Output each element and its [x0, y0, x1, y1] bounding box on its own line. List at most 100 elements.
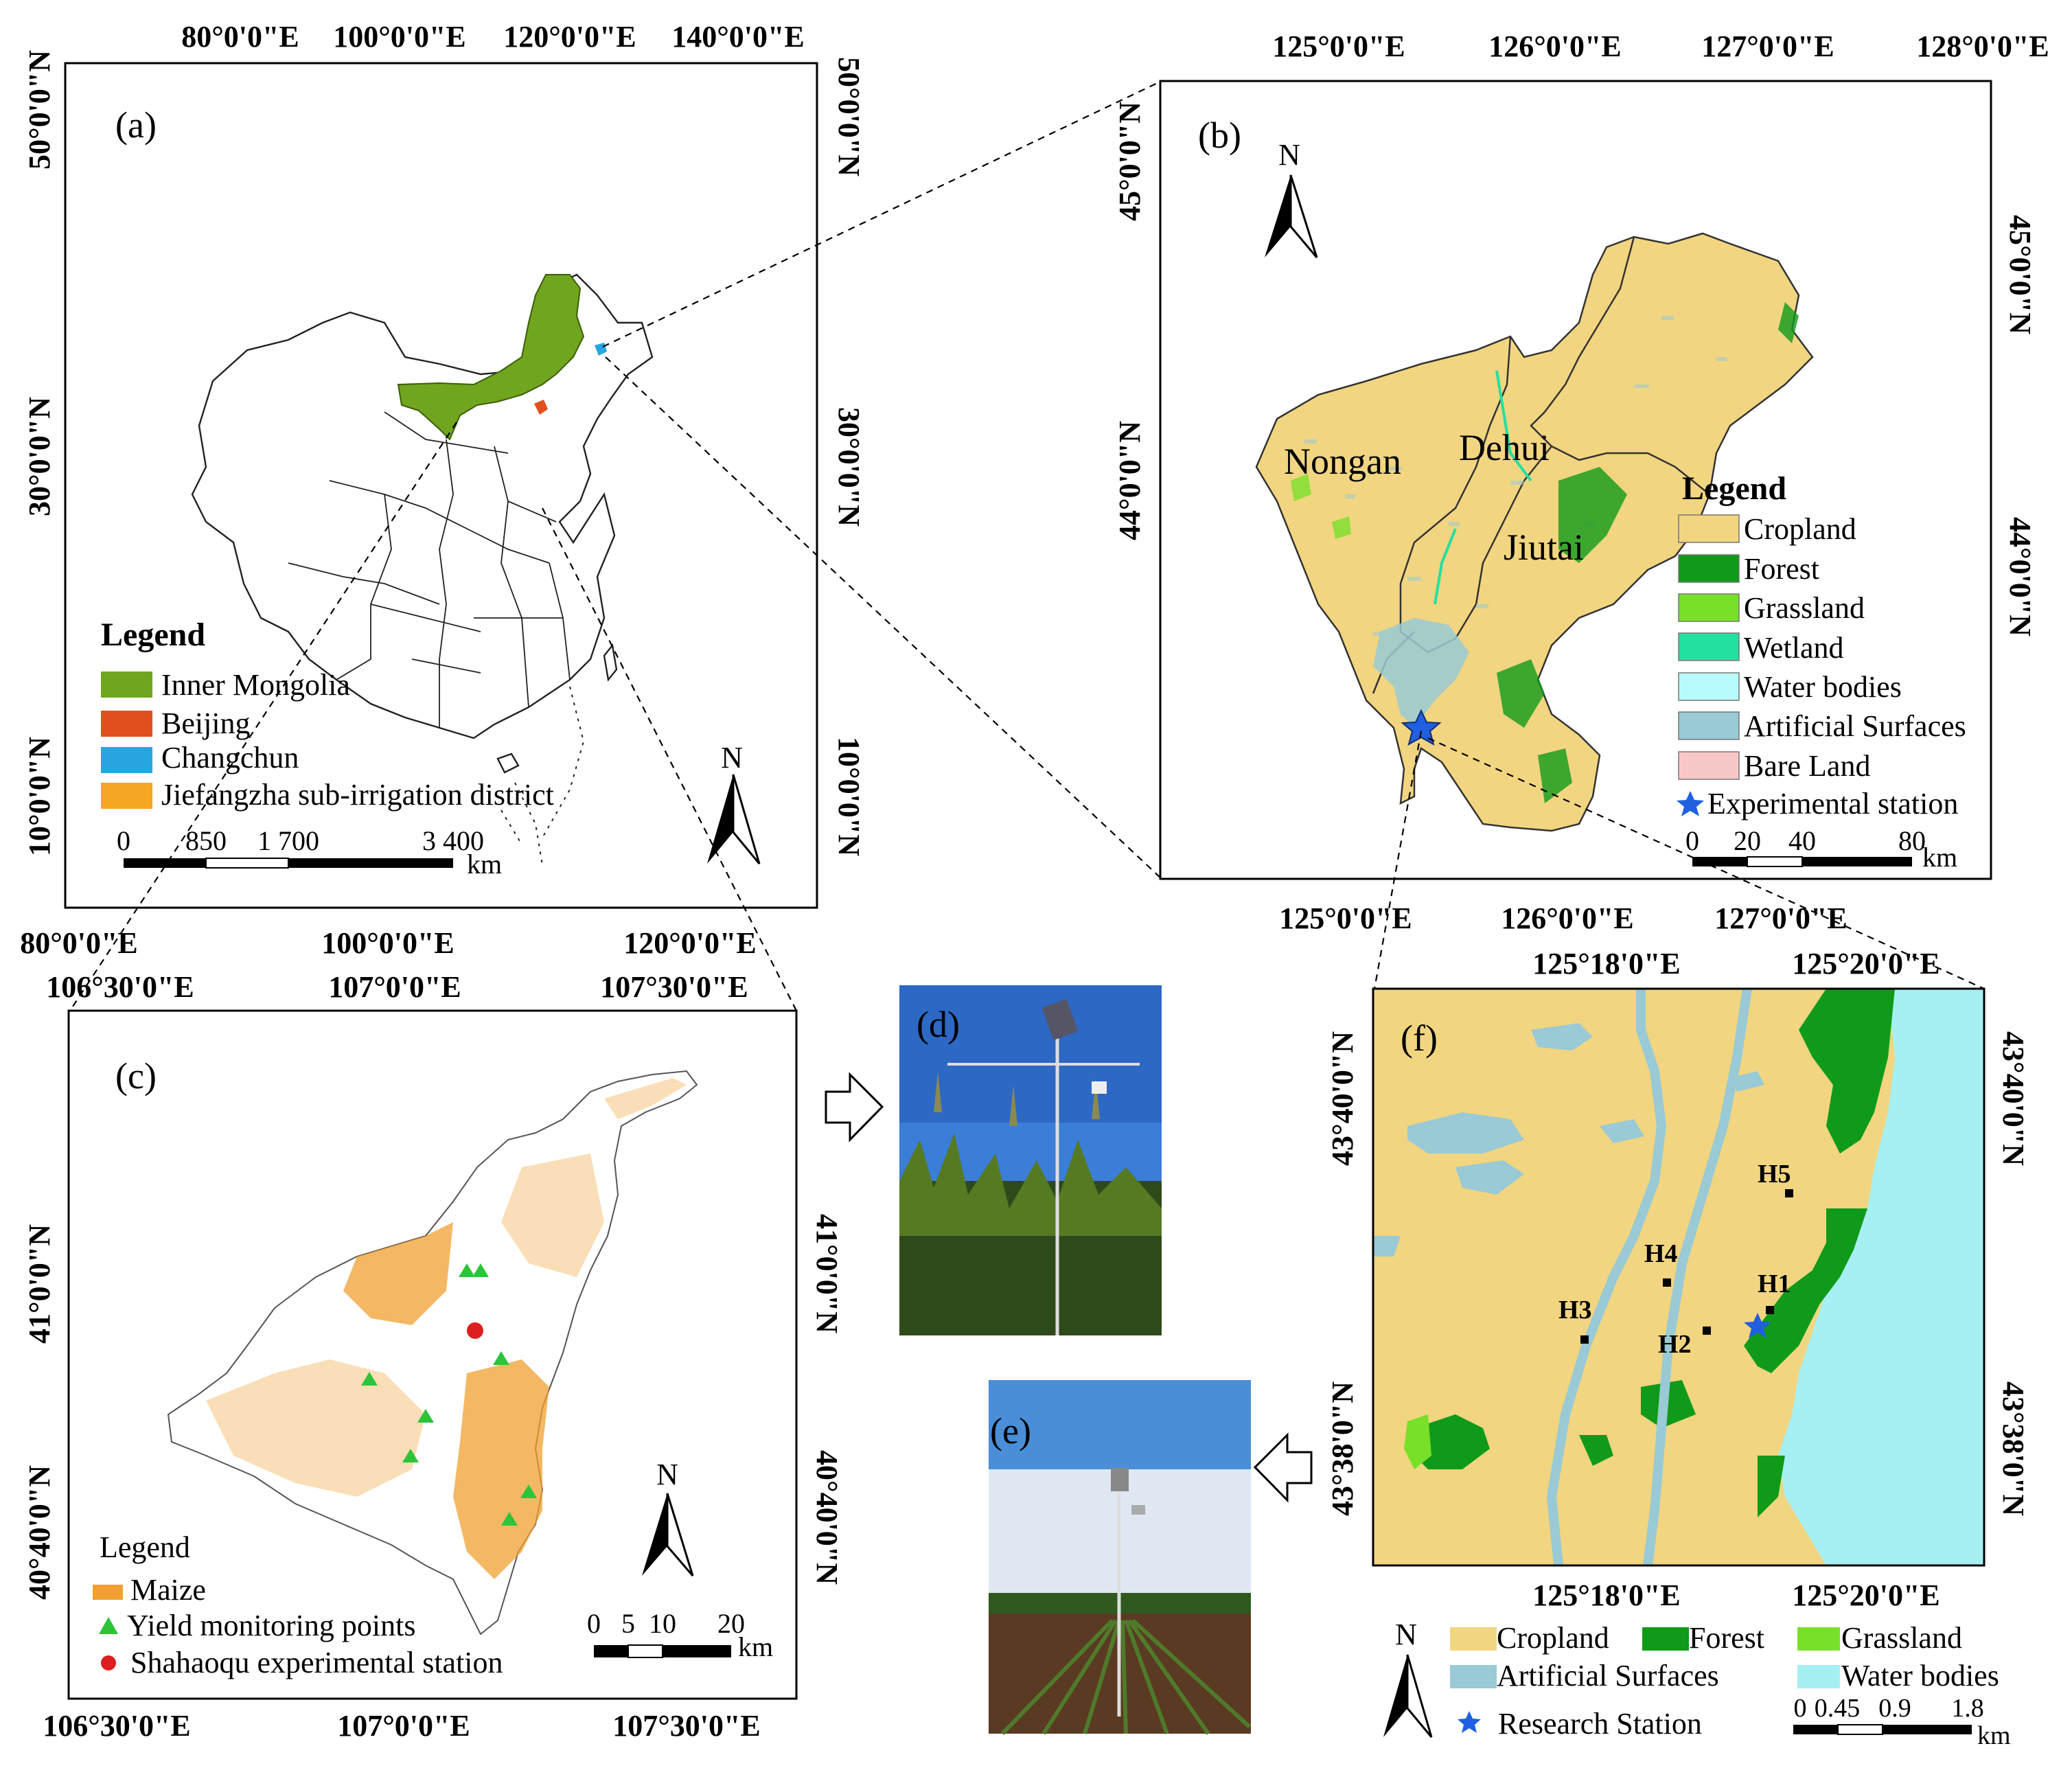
a-top-tick-1: 80°0'0"E [181, 20, 299, 54]
b-legend-item-3: Grassland [1744, 591, 1865, 625]
a-legend-item-4: Jiefangzha sub-irrigation district [161, 778, 554, 812]
c-scale-2: 10 [649, 1608, 676, 1639]
yield-point-triangle-icon [361, 1372, 378, 1386]
arrow-c-to-d-icon [825, 1072, 884, 1143]
yield-point-legend-icon [99, 1617, 118, 1634]
panel-d-label: (d) [917, 1004, 960, 1045]
a-bottom-tick-3: 120°0'0"E [623, 926, 757, 960]
f-top-tick-2: 125°20'0"E [1792, 947, 1940, 980]
b-top-tick-1: 125°0'0"E [1272, 30, 1405, 63]
b-legend-station: Experimental station [1707, 787, 1958, 820]
c-top-tick-2: 107°0'0"E [328, 970, 461, 1004]
f-legend-item-3: Grassland [1841, 1621, 1962, 1655]
panel-f-label: (f) [1401, 1018, 1438, 1059]
f-forest-coast [1744, 989, 1895, 1517]
taiwan-island [603, 643, 618, 682]
forest-swatch-icon [1678, 554, 1740, 583]
f-left-tick-2: 43°38'0"N [1326, 1381, 1359, 1516]
point-h2-marker-icon [1703, 1327, 1711, 1335]
beijing-swatch-icon [101, 711, 152, 737]
b-legend-item-7: Bare Land [1744, 749, 1870, 783]
b-legend-item-1: Cropland [1744, 512, 1856, 546]
f-scale-unit: km [1977, 1721, 2011, 1750]
a-north-label: N [721, 741, 743, 774]
point-h1-marker-icon [1766, 1306, 1774, 1314]
c-right-tick-1: 41°0'0"N [810, 1214, 844, 1333]
c-left-tick-1: 41°0'0"N [23, 1224, 56, 1344]
yield-point-triangle-icon [501, 1512, 518, 1526]
f-legend-item-2: Forest [1689, 1621, 1764, 1655]
a-scale-unit: km [467, 849, 502, 880]
b-bottom-tick-1: 125°0'0"E [1279, 902, 1412, 935]
a-scale-0: 0 [117, 825, 130, 856]
f-scale-bar: 0 0.45 0.9 1.8 km [1793, 1694, 2011, 1750]
b-left-tick-2: 44°0'0"N [1113, 421, 1147, 540]
a-legend-item-2: Beijing [161, 707, 251, 740]
c-top-tick-1: 106°30'0"E [46, 970, 194, 1004]
c-maize-sparse-east [501, 1078, 687, 1277]
c-north-label: N [656, 1458, 678, 1491]
b-scale-unit: km [1922, 842, 1957, 873]
d-solar-panel [1041, 999, 1079, 1040]
a-left-tick-2: 30°0'0"N [23, 397, 56, 516]
f-scale-0: 0 [1794, 1694, 1807, 1723]
b-legend-item-4: Wetland [1744, 631, 1844, 665]
connector-b-f-right [1427, 737, 1985, 990]
c-district-outline [167, 1070, 698, 1635]
c-maize-dense-south [453, 1359, 549, 1579]
c-bottom-tick-1: 106°30'0"E [43, 1709, 191, 1743]
b-legend-item-2: Forest [1744, 552, 1819, 586]
f-forest-patches [1414, 1380, 1696, 1469]
yield-point-triangle-icon [402, 1449, 419, 1462]
f-monitoring-points: H1 H2 H3 H4 H5 [1558, 1160, 1793, 1359]
c-legend-item-1: Maize [130, 1573, 206, 1607]
beijing-region [534, 400, 548, 415]
panel-f: (f) H1 H2 H3 H4 H5 125°18'0"E 125°20'0"E… [1326, 947, 2030, 1750]
forest-swatch-icon [1642, 1627, 1689, 1651]
inner-mongolia-swatch-icon [101, 671, 152, 698]
f-bottom-tick-1: 125°18'0"E [1532, 1578, 1681, 1612]
b-scale-1: 20 [1734, 825, 1761, 856]
a-bottom-tick-1: 80°0'0"E [20, 926, 138, 960]
bare-land-swatch-icon [1678, 751, 1740, 780]
b-landcover-map [1255, 232, 1814, 832]
f-road-lines [1546, 989, 1752, 1565]
panel-a: (a) 80°0'0"E 100°0'0"E 120°0'0"E 140°0'0… [20, 20, 866, 960]
c-yield-points [361, 1263, 537, 1526]
b-legend-item-6: Artificial Surfaces [1744, 709, 1966, 743]
f-grass-patches [1404, 1414, 1431, 1469]
panel-f-frame [1372, 987, 1985, 1567]
e-sensor-arm [1131, 1505, 1145, 1515]
e-crop-rows [1000, 1618, 1252, 1736]
b-bottom-tick-2: 126°0'0"E [1501, 902, 1634, 935]
f-legend-star-icon [1458, 1711, 1481, 1733]
grassland-swatch-icon [1797, 1627, 1840, 1651]
a-right-tick-2: 30°0'0"N [832, 407, 866, 527]
b-top-tick-4: 128°0'0"E [1916, 30, 2049, 63]
wetland-swatch-icon [1678, 632, 1740, 661]
connector-a-b-top [602, 80, 1162, 347]
inner-mongolia-region [397, 274, 585, 441]
point-h5-label: H5 [1758, 1160, 1791, 1189]
d-maize-leaves [899, 1133, 1162, 1236]
a-top-tick-2: 100°0'0"E [333, 20, 466, 54]
c-scale-unit: km [738, 1631, 773, 1662]
point-h1-label: H1 [1758, 1270, 1791, 1298]
b-region-dehui: Dehui [1459, 427, 1550, 468]
point-h4-label: H4 [1644, 1239, 1678, 1268]
b-region-jiutai: Jiutai [1504, 527, 1584, 568]
a-bottom-tick-2: 100°0'0"E [321, 926, 454, 960]
panel-e-photo: (e) [989, 1380, 1252, 1736]
yield-point-triangle-icon [520, 1484, 537, 1498]
b-station-star-icon [1401, 709, 1442, 746]
yield-point-triangle-icon [493, 1351, 509, 1365]
b-grass-patches [1291, 474, 1351, 539]
panel-b: (b) Nongan Dehui Jiutai 125°0'0"E 126°0'… [1113, 30, 2049, 935]
south-sea-islands [500, 686, 585, 866]
f-right-tick-1: 43°40'0"N [1996, 1031, 2030, 1166]
a-top-tick-3: 120°0'0"E [503, 20, 636, 54]
f-research-station-star-icon [1744, 1313, 1771, 1338]
panel-c-label: (c) [115, 1055, 157, 1097]
zoom-connector-lines [69, 80, 1985, 1011]
